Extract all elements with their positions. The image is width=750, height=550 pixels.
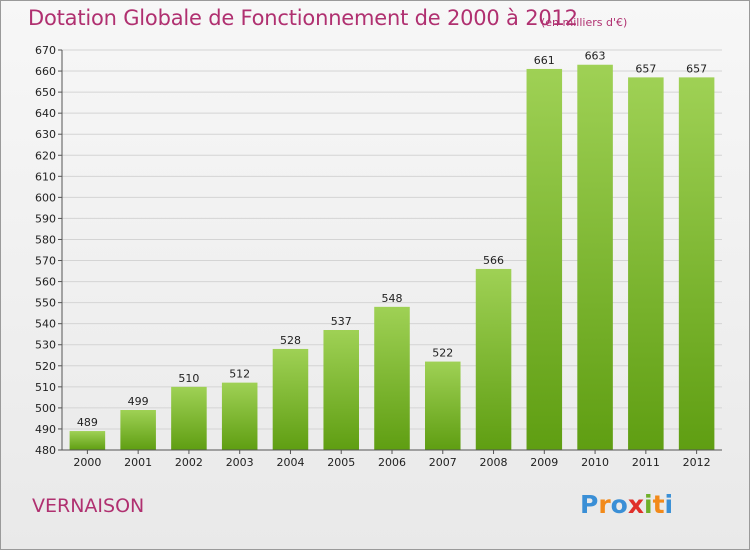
place-name: VERNAISON [32,495,145,517]
logo-letter: i [664,490,674,519]
x-tick-label: 2009 [530,456,558,469]
logo-letter: t [652,490,665,519]
bar-2008 [475,268,512,450]
data-label: 528 [280,334,301,347]
x-tick-label: 2003 [226,456,254,469]
y-tick-label: 590 [35,212,56,225]
logo-letter: o [610,490,628,519]
bar-2007 [425,361,461,450]
data-label: 661 [534,54,555,67]
data-label: 537 [331,315,352,328]
y-tick-label: 560 [35,276,56,289]
x-tick-label: 2000 [73,456,101,469]
axes [58,49,722,454]
bar-2004 [272,348,309,450]
bar-2001 [120,410,156,450]
bar-2003 [221,382,258,450]
y-tick-label: 660 [35,65,56,78]
y-tick-label: 640 [35,107,56,120]
y-tick-label: 570 [35,255,56,268]
y-tick-label: 490 [35,423,56,436]
y-tick-label: 610 [35,170,56,183]
y-tick-label: 530 [35,339,56,352]
y-tick-label: 620 [35,149,56,162]
x-tick-label: 2007 [429,456,457,469]
x-tick-label: 2002 [175,456,203,469]
logo-letter: r [598,490,611,519]
data-label: 566 [483,254,504,267]
x-tick-label: 2001 [124,456,152,469]
data-label: 657 [635,62,656,75]
proxiti-logo: Proxiti [580,490,673,519]
bar-2006 [374,306,410,450]
bar-2009 [526,68,563,451]
y-tick-label: 600 [35,191,56,204]
bar-2011 [628,77,664,451]
logo-letter: P [580,490,599,519]
y-tick-label: 520 [35,360,56,373]
data-label: 489 [77,416,98,429]
y-tick-label: 670 [35,44,56,57]
data-label: 657 [686,62,707,75]
bars [69,64,715,451]
data-label: 663 [585,50,606,63]
x-tick-label: 2008 [480,456,508,469]
y-tick-label: 580 [35,233,56,246]
y-tick-label: 500 [35,402,56,415]
y-tick-label: 550 [35,297,56,310]
x-tick-label: 2012 [683,456,711,469]
bar-2012 [678,77,715,451]
data-label: 522 [432,347,453,360]
data-label: 548 [382,292,403,305]
y-tick-label: 540 [35,318,56,331]
x-tick-label: 2006 [378,456,406,469]
y-tick-label: 480 [35,444,56,457]
bar-2000 [69,431,106,450]
bar-2005 [323,330,359,450]
logo-letter: x [627,490,644,519]
data-label: 510 [178,372,199,385]
y-tick-label: 510 [35,381,56,394]
labels: 480 490 500 510 520 530 540 550 560 570 580 590 600 6… [35,44,711,469]
data-label: 512 [229,368,250,381]
x-tick-label: 2011 [632,456,660,469]
x-tick-label: 2004 [276,456,304,469]
x-tick-label: 2005 [327,456,355,469]
chart-title: Dotation Globale de Fonctionnement de 20… [28,6,578,30]
chart-unit: (en milliers d'€) [541,16,628,29]
logo-letter: i [644,490,653,519]
bar-2002 [171,386,207,450]
y-tick-label: 630 [35,128,56,141]
bar-2010 [577,64,613,450]
x-tick-label: 2010 [581,456,609,469]
y-tick-label: 650 [35,86,56,99]
data-label: 499 [128,395,149,408]
